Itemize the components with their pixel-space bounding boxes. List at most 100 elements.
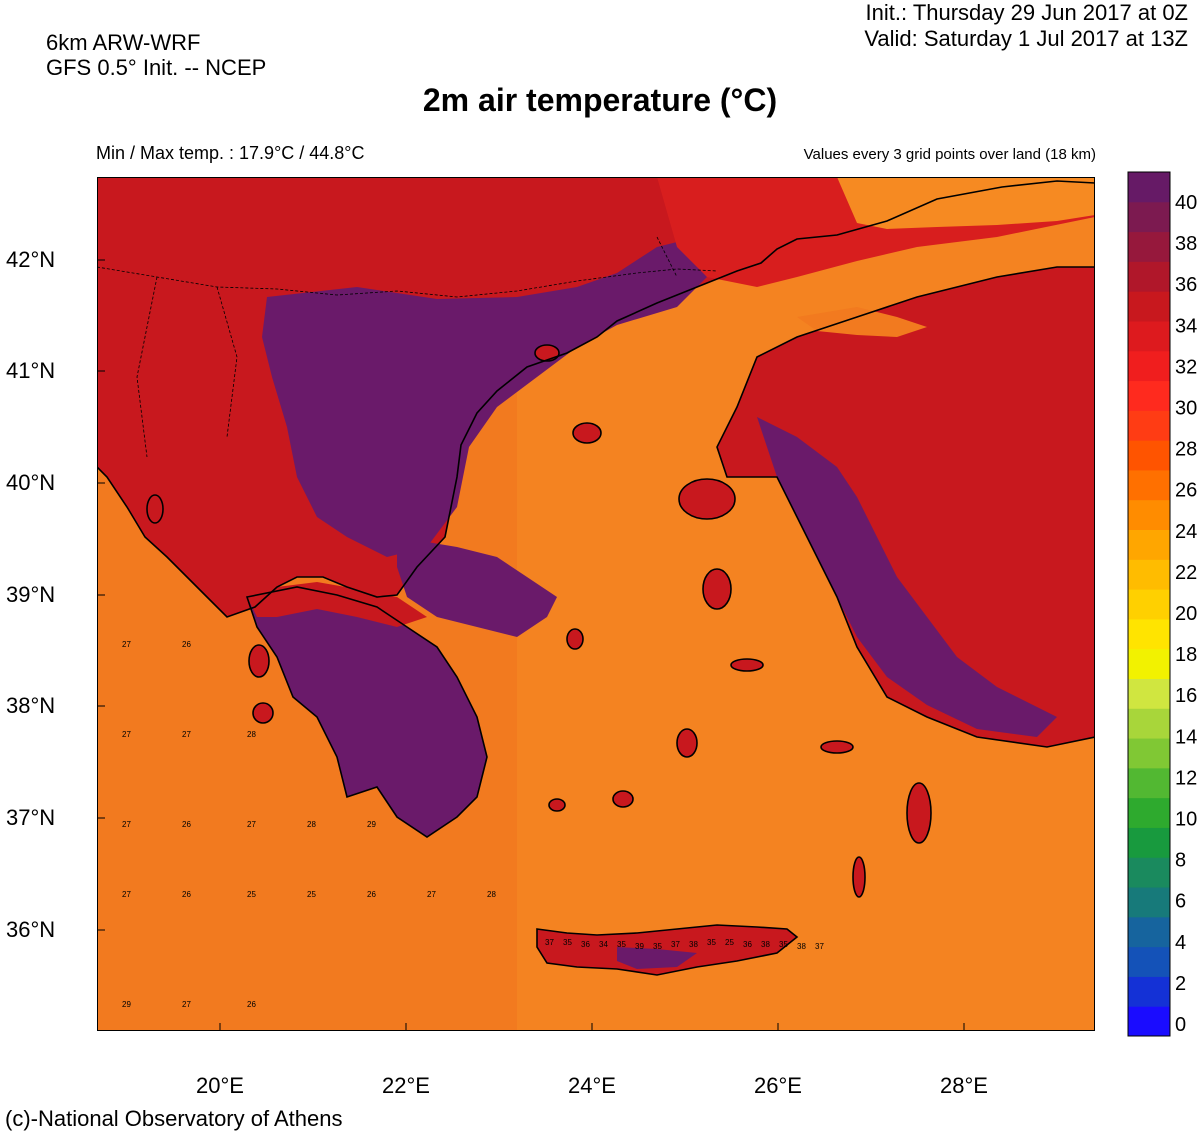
attica-euboea — [397, 537, 557, 637]
init-time: Init.: Thursday 29 Jun 2017 at 0Z — [865, 0, 1188, 25]
temperature-map: 27 26 27 27 28 27 26 27 28 29 27 26 25 25 26 27 28 29 27 26… — [97, 177, 1095, 1031]
colorbar-label: 20 — [1175, 603, 1197, 625]
map-title: 2m air temperature (°C) — [422, 82, 778, 118]
colorbar-band — [1128, 231, 1170, 262]
grid-value: 35 — [563, 938, 572, 947]
colorbar-label: 18 — [1175, 644, 1197, 666]
crete-hot-core — [617, 947, 697, 969]
andros-island — [567, 629, 583, 649]
colorbar-band — [1128, 1006, 1170, 1037]
grid-value: 29 — [367, 820, 376, 829]
samos-island — [731, 659, 763, 671]
colorbar-band — [1128, 529, 1170, 560]
grid-value: 38 — [761, 940, 770, 949]
colorbar-label: 34 — [1175, 315, 1197, 337]
colorbar-band — [1128, 916, 1170, 948]
colorbar-label: 0 — [1175, 1014, 1186, 1036]
coastlines — [97, 180, 1095, 976]
lat-label-40n: 40°N — [6, 470, 56, 495]
grid-value: 35 — [617, 940, 626, 949]
colorbar-band — [1128, 887, 1170, 918]
anatolia-hot-west — [757, 417, 1057, 737]
colorbar-band — [1128, 618, 1170, 650]
greece-north-hot — [262, 237, 707, 557]
grid-value: 38 — [797, 942, 806, 951]
colorbar-band — [1128, 261, 1170, 292]
grid-value: 27 — [122, 640, 131, 649]
map-frame — [97, 177, 1095, 1031]
colorbar-label: 22 — [1175, 562, 1197, 584]
min-max-temperature: Min / Max temp. : 17.9°C / 44.8°C — [96, 143, 365, 163]
grid-value: 35 — [779, 940, 788, 949]
colorbar-label: 12 — [1175, 767, 1197, 789]
colorbar-label: 8 — [1175, 850, 1186, 872]
credit: (c)-National Observatory of Athens — [5, 1106, 343, 1131]
grid-value: 25 — [247, 890, 256, 899]
colorbar-label: 16 — [1175, 685, 1197, 707]
cyclades-island — [613, 791, 633, 807]
model-name: 6km ARW-WRF — [46, 30, 201, 55]
colorbar-label: 30 — [1175, 398, 1197, 420]
colorbar-band — [1128, 767, 1170, 799]
grid-value: 28 — [487, 890, 496, 899]
colorbar-label: 2 — [1175, 973, 1186, 995]
lon-label-22e: 22°E — [382, 1073, 430, 1098]
colorbar-label: 32 — [1175, 356, 1197, 378]
lon-label-20e: 20°E — [196, 1073, 244, 1098]
colorbar-bands — [1128, 172, 1170, 1037]
lesvos-island — [679, 479, 735, 519]
colorbar-band — [1128, 469, 1170, 501]
grid-value: 27 — [182, 730, 191, 739]
grid-value: 37 — [815, 942, 824, 951]
grid-value: 27 — [122, 820, 131, 829]
grid-value: 27 — [122, 890, 131, 899]
lat-label-36n: 36°N — [6, 917, 56, 942]
values-note: Values every 3 grid points over land (18… — [803, 146, 1096, 163]
colorbar-band — [1128, 678, 1170, 709]
chios-island — [703, 569, 731, 609]
grid-value: 25 — [307, 890, 316, 899]
grid-value: 26 — [182, 890, 191, 899]
grid-value: 39 — [635, 942, 644, 951]
colorbar-band — [1128, 291, 1170, 322]
kos-island — [821, 741, 853, 753]
black-sea — [837, 177, 1095, 229]
lat-label-38n: 38°N — [6, 693, 56, 718]
colorbar-band — [1128, 648, 1170, 679]
grid-value: 25 — [725, 938, 734, 947]
colorbar-band — [1128, 350, 1170, 382]
colorbar-band — [1128, 946, 1170, 977]
thasos-island — [535, 345, 559, 361]
map-ticks — [97, 259, 965, 1031]
marmara-sea — [797, 307, 927, 337]
colorbar-band — [1128, 380, 1170, 411]
grid-value: 27 — [122, 730, 131, 739]
zakynthos-island — [253, 703, 273, 723]
lemnos-island — [573, 423, 601, 443]
milos-island — [549, 799, 565, 811]
colorbar-band — [1128, 320, 1170, 352]
colorbar-label: 28 — [1175, 439, 1197, 461]
grid-value: 28 — [307, 820, 316, 829]
colorbar-band — [1128, 201, 1170, 233]
lon-label-28e: 28°E — [940, 1073, 988, 1098]
grid-value: 38 — [689, 940, 698, 949]
grid-value: 34 — [599, 940, 608, 949]
colorbar-label: 14 — [1175, 726, 1197, 748]
corfu-island — [147, 495, 163, 523]
lat-label-39n: 39°N — [6, 582, 56, 607]
anatolia-landmass — [717, 267, 1095, 747]
lat-label-41n: 41°N — [6, 358, 56, 383]
grid-value: 27 — [247, 820, 256, 829]
colorbar-band — [1128, 440, 1170, 471]
colorbar-label: 24 — [1175, 521, 1197, 543]
grid-value: 37 — [671, 940, 680, 949]
country-borders — [97, 236, 718, 458]
grid-value: 27 — [182, 1000, 191, 1009]
colorbar-frame — [1127, 171, 1171, 1037]
kefalonia-island — [249, 645, 269, 677]
colorbar-band — [1128, 738, 1170, 769]
grid-value: 29 — [122, 1000, 131, 1009]
colorbar-band — [1128, 589, 1170, 620]
